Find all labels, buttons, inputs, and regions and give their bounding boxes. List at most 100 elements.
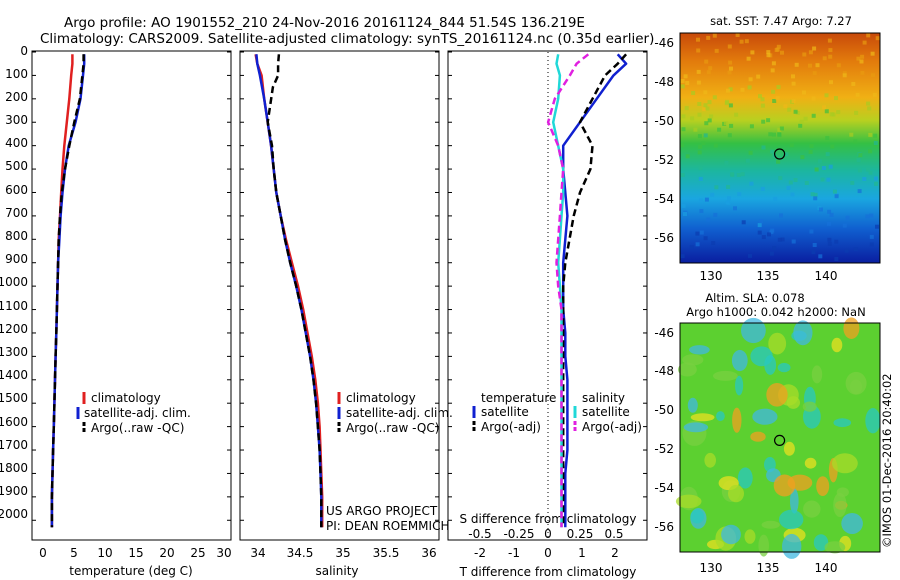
sst-pixel [714,185,719,190]
series-line-satellite-adj-clim [50,54,86,528]
sst-pixel [875,224,879,229]
credit-line2: PI: DEAN ROEMMICH [326,519,449,533]
figure-title-line2: Climatology: CARS2009. Satellite-adjuste… [40,31,654,47]
sst-pixel [737,192,742,197]
s-diff-axis-label: S difference from climatology [460,512,637,526]
sst-pixel [775,96,780,101]
sst-pixel [696,80,701,85]
sla-anomaly [793,320,813,346]
sst-pixel [701,141,706,145]
sst-pixel [808,50,813,55]
sst-pixel [698,176,703,181]
sst-pixel [714,48,719,53]
sla-anomaly [777,362,791,373]
depth-tick-label: 1500 [0,391,28,405]
sst-pixel [811,96,816,101]
salinity-tick-label: 34 [250,546,265,560]
sst-pixel [812,243,817,247]
sst-pixel [799,119,804,124]
sst-pixel [862,177,867,181]
t-diff-tick-label: -2 [474,546,486,560]
sst-pixel [712,33,717,38]
depth-tick-label: 300 [5,113,28,127]
sst-pixel [813,196,818,201]
legend-label: satellite-adj. clim. [346,406,453,420]
sst-pixel [827,241,832,246]
salinity-tick-label: 35 [335,546,350,560]
temperature-tick-label: 30 [216,546,231,560]
sla-anomaly [752,408,778,425]
sst-pixel [746,56,751,61]
sst-pixel [697,102,702,106]
legend-header-temperature: temperature [481,391,556,405]
sst-pixel [728,103,733,108]
sst-pixel [870,51,875,56]
sla-anomaly [761,520,780,529]
axis-ticks [32,51,647,521]
sst-pixel [791,74,795,79]
sst-pixel [760,186,765,191]
sst-pixel [735,33,740,37]
sst-pixel [873,141,878,145]
sst-pixel [703,90,708,95]
lat-tick-label: -54 [654,192,674,206]
temperature-axis-label: temperature (deg C) [69,564,192,578]
sla-anomaly [750,431,766,442]
sst-pixel [791,99,796,103]
sst-pixel [757,223,762,228]
sla-anomaly [728,484,744,503]
sst-pixel [748,77,753,82]
sla-anomaly [865,408,881,434]
sst-pixel [741,220,746,225]
depth-axis: 0 100 200 300 400 500 600 700 800 900 10… [0,44,28,521]
sst-pixel [842,223,847,228]
sla-anomaly [849,379,863,395]
sst-pixel [802,90,806,95]
sst-pixel [706,217,711,222]
salinity-tick-label: 36 [421,546,436,560]
sla-anomaly [782,533,802,559]
sst-pixel [834,194,839,199]
sst-pixel [680,79,685,83]
sst-pixel [774,48,779,52]
sst-pixel [865,214,870,219]
sst-pixel [725,200,730,205]
sla-anomaly [766,383,788,407]
sla-anomaly [735,375,744,396]
sst-pixel [827,237,832,242]
sst-pixel [749,124,754,129]
s-diff-tick-label: 0.25 [567,527,594,541]
depth-tick-label: 1600 [0,415,28,429]
sst-pixel [812,71,817,76]
sst-pixel [794,62,799,67]
lat-tick-label: -46 [654,326,674,340]
lat-tick-label: -50 [654,114,674,128]
series-line-argo-raw-qc [266,54,323,528]
sst-pixel [793,178,798,182]
depth-tick-label: 1900 [0,484,28,498]
sst-pixel [713,143,718,148]
sst-pixel [855,92,860,97]
sst-pixel [680,143,684,148]
sst-pixel [791,239,796,244]
sst-pixel [815,63,820,68]
sst-pixel [875,36,880,41]
sst-pixel [853,139,858,144]
series-line-climatology [50,54,74,528]
sst-pixel [869,213,874,218]
lat-tick-label: -56 [654,520,674,534]
sla-anomaly [690,413,715,422]
sst-pixel [828,164,833,169]
sst-pixel [778,176,783,180]
sst-pixel [776,85,781,89]
t-diff-tick-label: 1 [578,546,586,560]
sst-pixel [697,134,702,139]
sst-pixel [820,177,825,182]
sst-pixel [822,56,827,61]
sst-pixel [729,66,733,71]
sst-pixel [780,50,784,55]
s-diff-tick-label: 0 [544,527,552,541]
sst-pixel [698,144,703,149]
s-diff-tick-label: 0.5 [604,527,623,541]
sst-pixel [809,229,814,234]
